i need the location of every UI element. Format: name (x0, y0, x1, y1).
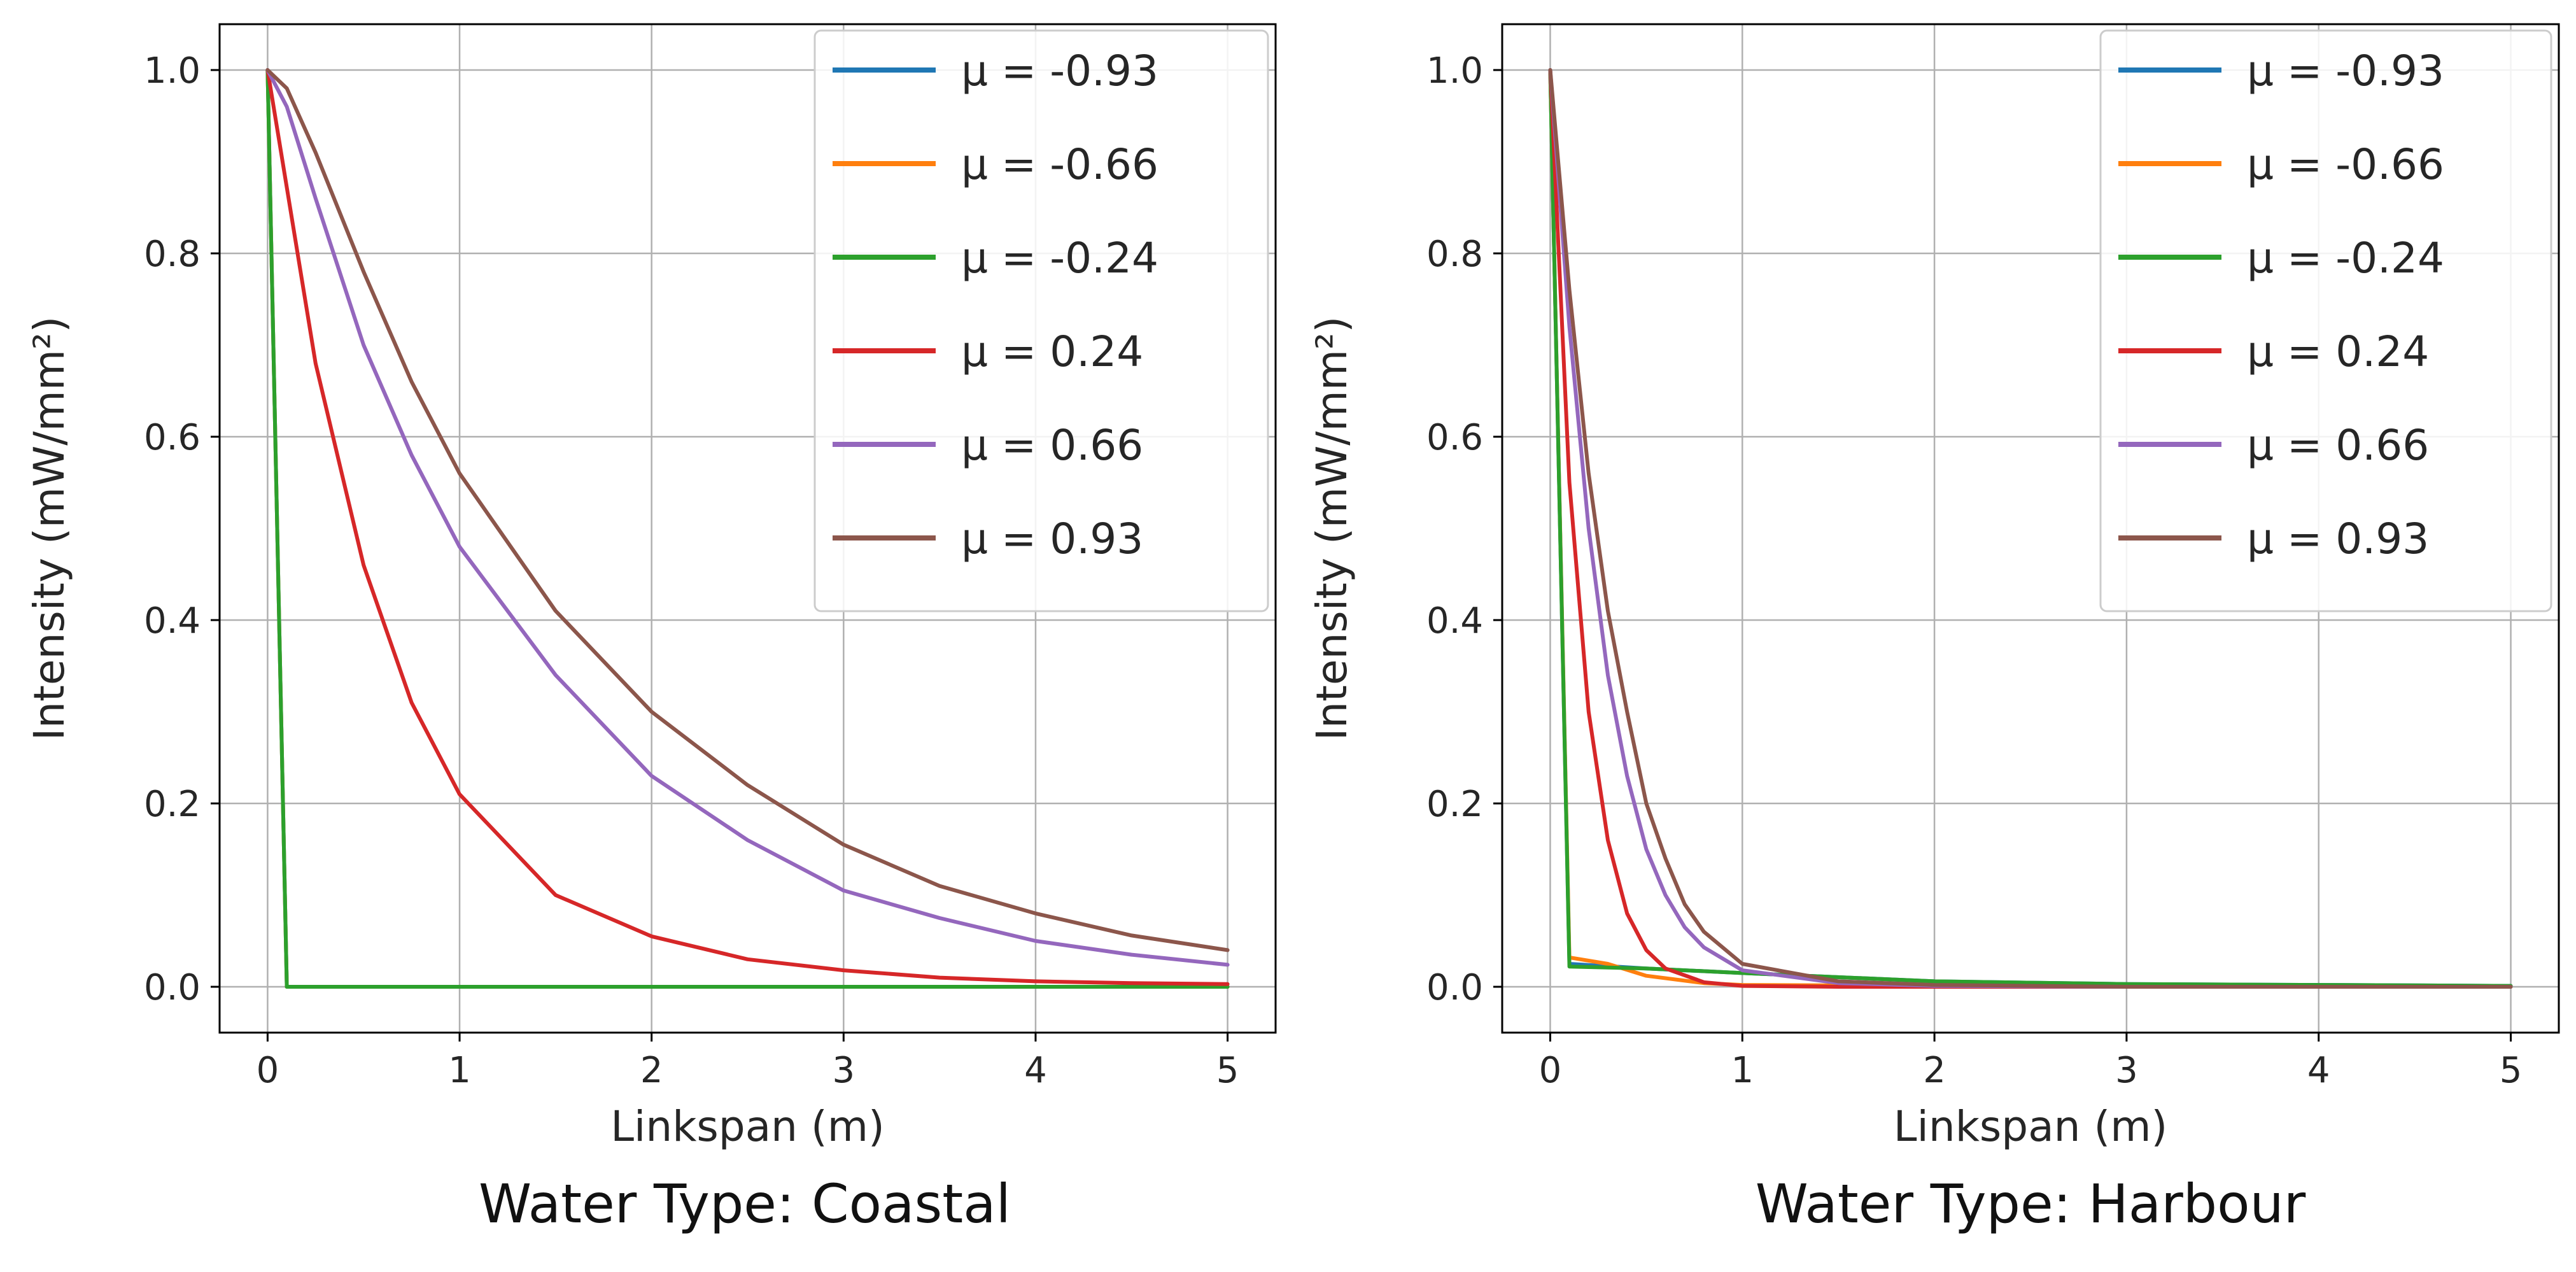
legend-label: μ = -0.24 (2247, 234, 2444, 283)
x-tick-label: 2 (1923, 1050, 1946, 1091)
chart-panel-1: 0 1 2 3 4 5 0.0 0.2 0.4 0.6 0.8 1.0 Linkspan (m) Inte… (25, 23, 1277, 1235)
y-tick-label: 1.0 (1426, 50, 1483, 92)
legend-label: μ = 0.93 (2247, 514, 2429, 563)
x-tick-label: 0 (1539, 1050, 1562, 1091)
y-tick-label: 0.8 (144, 234, 201, 275)
series-line-3 (265, 68, 1230, 989)
y-tick-label: 1.0 (144, 50, 201, 92)
x-axis-label: Linkspan (m) (1894, 1102, 2167, 1151)
legend-label: μ = 0.66 (961, 421, 1143, 470)
y-axis-label: Intensity (mW/mm²) (1307, 316, 1356, 741)
y-tick-label: 0.6 (144, 417, 201, 458)
legend-label: μ = -0.66 (2247, 140, 2444, 189)
x-tick-label: 5 (1216, 1050, 1239, 1091)
series-line-4 (265, 68, 1230, 986)
legend-box (2099, 29, 2552, 612)
legend-label: μ = 0.24 (2247, 327, 2429, 376)
series-line-3 (1548, 68, 2513, 988)
x-tick-label: 0 (257, 1050, 279, 1091)
x-tick-label: 4 (1024, 1050, 1047, 1091)
y-tick-label: 0.8 (1426, 234, 1483, 275)
y-tick-label: 0.2 (1426, 784, 1483, 825)
axes-frame (1501, 23, 2560, 1034)
legend-label: μ = -0.93 (961, 46, 1158, 95)
legend-label: μ = -0.93 (2247, 46, 2444, 95)
panel-caption: Water Type: Harbour (1756, 1173, 2306, 1235)
chart-panel-2: 0 1 2 3 4 5 0.0 0.2 0.4 0.6 0.8 1.0 Linkspan (m) Inte… (1307, 23, 2560, 1235)
legend: μ = -0.93 μ = -0.66 μ = -0.24 μ = 0.24 μ = 0… (813, 29, 1269, 612)
x-tick-label: 4 (2307, 1050, 2330, 1091)
y-tick-label: 0.4 (1426, 600, 1483, 642)
y-tick-label: 0.0 (144, 967, 201, 1008)
legend-label: μ = 0.93 (961, 514, 1143, 563)
legend-label: μ = -0.24 (961, 234, 1158, 283)
legend-box (813, 29, 1269, 612)
axes-frame (218, 23, 1277, 1034)
series-line-6 (1548, 68, 2513, 989)
legend-label: μ = 0.66 (2247, 421, 2429, 470)
y-tick-label: 0.4 (144, 600, 201, 642)
legend-label: μ = -0.66 (961, 140, 1158, 189)
x-tick-label: 3 (2115, 1050, 2138, 1091)
y-tick-label: 0.6 (1426, 417, 1483, 458)
series-line-5 (265, 68, 1230, 967)
y-tick-label: 0.0 (1426, 967, 1483, 1008)
x-tick-label: 1 (1731, 1050, 1754, 1091)
y-axis-label: Intensity (mW/mm²) (25, 316, 74, 741)
x-tick-label: 2 (640, 1050, 663, 1091)
legend-label: μ = 0.24 (961, 327, 1143, 376)
x-tick-label: 1 (448, 1050, 471, 1091)
panel-caption: Water Type: Coastal (479, 1173, 1011, 1235)
x-axis-label: Linkspan (m) (610, 1102, 884, 1151)
series-line-6 (265, 68, 1230, 952)
x-tick-label: 3 (832, 1050, 855, 1091)
x-tick-label: 5 (2500, 1050, 2523, 1091)
legend: μ = -0.93 μ = -0.66 μ = -0.24 μ = 0.24 μ = 0… (2099, 29, 2552, 612)
y-tick-label: 0.2 (144, 784, 201, 825)
